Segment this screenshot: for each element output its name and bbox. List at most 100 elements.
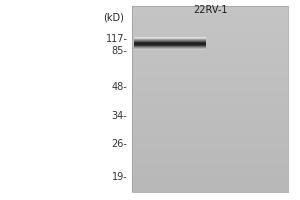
Bar bbox=[132, 178, 288, 179]
Bar bbox=[132, 186, 288, 187]
Bar bbox=[132, 115, 288, 116]
Bar bbox=[132, 69, 288, 70]
Bar bbox=[132, 51, 288, 52]
Text: 117-: 117- bbox=[106, 34, 128, 44]
Bar bbox=[132, 147, 288, 148]
Bar bbox=[132, 42, 288, 43]
Bar bbox=[132, 30, 288, 31]
Bar bbox=[132, 118, 288, 119]
Bar bbox=[132, 15, 288, 16]
Bar bbox=[132, 52, 288, 53]
Bar bbox=[134, 46, 206, 47]
Bar bbox=[134, 40, 206, 41]
Bar bbox=[134, 47, 206, 48]
Bar bbox=[132, 136, 288, 137]
Bar bbox=[132, 167, 288, 168]
Bar bbox=[132, 137, 288, 138]
Bar bbox=[132, 158, 288, 159]
Bar bbox=[132, 96, 288, 97]
Bar bbox=[134, 42, 206, 43]
Bar bbox=[132, 103, 288, 104]
Bar bbox=[132, 108, 288, 109]
Bar bbox=[132, 168, 288, 169]
Bar bbox=[132, 156, 288, 157]
Bar bbox=[132, 83, 288, 84]
Text: 26-: 26- bbox=[112, 139, 127, 149]
Bar bbox=[132, 173, 288, 174]
Bar bbox=[132, 152, 288, 153]
Bar bbox=[132, 124, 288, 125]
Bar bbox=[132, 142, 288, 143]
Bar bbox=[132, 87, 288, 88]
Bar bbox=[132, 28, 288, 29]
Bar bbox=[132, 34, 288, 35]
Bar bbox=[132, 190, 288, 191]
Bar bbox=[132, 61, 288, 62]
Bar bbox=[132, 91, 288, 92]
Bar bbox=[132, 176, 288, 177]
Bar bbox=[132, 146, 288, 147]
Bar bbox=[132, 31, 288, 32]
Bar bbox=[132, 120, 288, 121]
Bar bbox=[132, 181, 288, 182]
Bar bbox=[132, 74, 288, 75]
Bar bbox=[132, 139, 288, 140]
Bar bbox=[132, 128, 288, 129]
Bar bbox=[132, 151, 288, 152]
Bar bbox=[132, 132, 288, 133]
Bar bbox=[132, 92, 288, 93]
Bar bbox=[132, 79, 288, 80]
Bar bbox=[132, 127, 288, 128]
Bar bbox=[132, 113, 288, 114]
Bar bbox=[132, 116, 288, 117]
Bar bbox=[132, 166, 288, 167]
Bar bbox=[132, 12, 288, 13]
Bar bbox=[132, 165, 288, 166]
Bar bbox=[132, 19, 288, 20]
Bar bbox=[132, 85, 288, 86]
Bar bbox=[134, 45, 206, 46]
Bar bbox=[132, 109, 288, 110]
Bar bbox=[132, 153, 288, 154]
Bar bbox=[132, 185, 288, 186]
Bar bbox=[132, 184, 288, 185]
Bar bbox=[132, 29, 288, 30]
Bar bbox=[132, 150, 288, 151]
Bar bbox=[132, 122, 288, 123]
Bar bbox=[132, 84, 288, 85]
Bar bbox=[132, 140, 288, 141]
Bar bbox=[132, 70, 288, 71]
Bar bbox=[132, 81, 288, 82]
Bar bbox=[132, 53, 288, 54]
Bar bbox=[132, 56, 288, 57]
Bar bbox=[132, 163, 288, 164]
Bar bbox=[132, 159, 288, 160]
Bar bbox=[132, 47, 288, 48]
Bar bbox=[132, 121, 288, 122]
Bar bbox=[132, 14, 288, 15]
Bar bbox=[132, 162, 288, 163]
Bar bbox=[132, 43, 288, 44]
Bar bbox=[132, 86, 288, 87]
Bar bbox=[132, 104, 288, 105]
Bar bbox=[132, 95, 288, 96]
Bar bbox=[132, 60, 288, 61]
Bar bbox=[132, 149, 288, 150]
Bar bbox=[132, 24, 288, 25]
Bar bbox=[132, 13, 288, 14]
Bar bbox=[132, 59, 288, 60]
Bar bbox=[132, 101, 288, 102]
Bar bbox=[132, 62, 288, 63]
Bar bbox=[132, 35, 288, 36]
Bar bbox=[132, 71, 288, 72]
Bar bbox=[132, 129, 288, 130]
Bar bbox=[132, 107, 288, 108]
Bar bbox=[132, 130, 288, 131]
Bar bbox=[132, 143, 288, 144]
Bar bbox=[132, 37, 288, 38]
Bar bbox=[134, 49, 206, 50]
Bar bbox=[132, 44, 288, 45]
Bar bbox=[132, 54, 288, 55]
Bar bbox=[134, 43, 206, 44]
Bar bbox=[132, 183, 288, 184]
